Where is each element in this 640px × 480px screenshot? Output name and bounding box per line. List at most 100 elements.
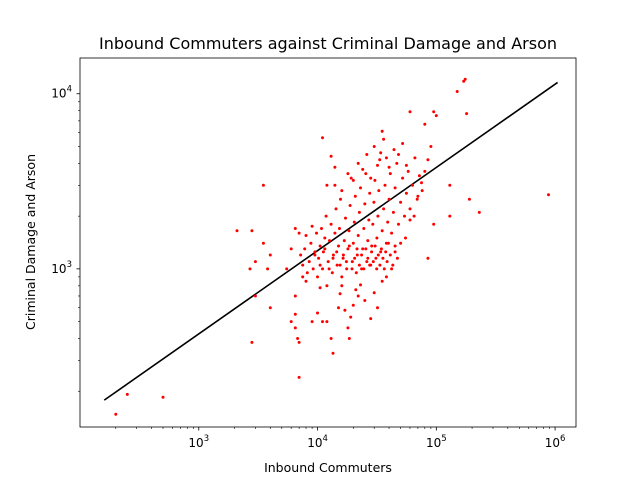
scatter-point: [432, 222, 436, 226]
scatter-point: [360, 267, 364, 271]
scatter-point: [289, 320, 293, 324]
scatter-point: [303, 247, 307, 251]
scatter-point: [399, 241, 403, 245]
scatter-point: [235, 229, 239, 233]
scatter-point: [547, 193, 550, 197]
scatter-point: [361, 247, 365, 251]
scatter-point: [329, 222, 333, 226]
scatter-point: [434, 114, 438, 118]
scatter-point: [356, 161, 360, 165]
scatter-point: [344, 260, 348, 264]
scatter-point: [369, 317, 373, 321]
scatter-point: [404, 191, 408, 195]
y-axis-label: Criminal Damage and Arson: [23, 154, 38, 330]
scatter-point: [423, 122, 427, 126]
scatter-point: [310, 320, 314, 324]
scatter-point: [352, 220, 356, 224]
scatter-point: [313, 250, 317, 254]
scatter-point: [382, 267, 386, 271]
scatter-point: [323, 236, 327, 240]
scatter-point: [340, 275, 344, 279]
scatter-point: [318, 286, 322, 290]
scatter-point: [417, 174, 421, 178]
scatter-point: [380, 129, 384, 133]
scatter-point: [297, 375, 301, 379]
scatter-point: [380, 279, 384, 283]
scatter-point: [403, 214, 406, 218]
scatter-point: [382, 207, 386, 211]
scatter-point: [390, 267, 394, 271]
scatter-point: [365, 260, 369, 264]
scatter-point: [364, 247, 368, 251]
scatter-point: [304, 234, 308, 237]
scatter-point: [370, 244, 374, 248]
scatter-point: [393, 186, 397, 190]
y-tick-label: 104: [51, 85, 72, 101]
scatter-point: [356, 234, 360, 237]
scatter-point: [415, 197, 419, 201]
scatter-point: [385, 260, 389, 264]
scatter-point: [423, 169, 427, 173]
scatter-point: [408, 110, 412, 114]
scatter-point: [311, 267, 315, 271]
scatter-point: [329, 337, 333, 340]
scatter-point: [338, 227, 341, 230]
scatter-point: [347, 337, 351, 340]
scatter-point: [362, 227, 366, 230]
scatter-point: [261, 183, 265, 187]
scatter-point: [404, 163, 408, 167]
scatter-point: [325, 183, 329, 187]
scatter-point: [384, 250, 388, 254]
scatter-point: [344, 216, 347, 220]
scatter-point: [372, 291, 376, 295]
scatter-point: [310, 224, 314, 228]
scatter-point: [363, 299, 367, 302]
scatter-point: [316, 275, 319, 279]
scatter-point: [353, 194, 357, 198]
scatter-point: [351, 178, 355, 182]
y-axis-ticks: 103 104: [51, 85, 80, 392]
scatter-point: [384, 156, 388, 160]
scatter-point: [320, 227, 323, 230]
plot-area: [79, 57, 577, 428]
scatter-point: [401, 142, 405, 145]
scatter-point: [349, 315, 353, 319]
scatter-point: [375, 267, 379, 271]
scatter-point: [316, 311, 319, 315]
scatter-point: [304, 279, 308, 283]
scatter-point: [355, 247, 359, 251]
scatter-point: [326, 260, 330, 264]
scatter-point: [342, 239, 346, 243]
x-tick-label: 104: [307, 434, 328, 450]
scatter-point: [333, 165, 337, 169]
scatter-point: [341, 256, 345, 260]
scatter-point: [114, 412, 118, 416]
scatter-point: [297, 231, 301, 235]
scatter-point: [448, 183, 452, 187]
x-tick-label: 105: [426, 434, 447, 450]
scatter-point: [378, 158, 382, 162]
scatter-point: [357, 263, 361, 267]
scatter-point: [161, 395, 165, 399]
scatter-point: [323, 247, 327, 251]
scatter-point: [266, 267, 270, 271]
scatter-point: [411, 183, 414, 187]
scatter-point: [355, 253, 359, 257]
scatter-point: [377, 189, 381, 193]
scatter-point: [362, 267, 366, 271]
scatter-point: [376, 253, 380, 257]
scatter-point: [261, 241, 265, 245]
chart-title: Inbound Commuters against Criminal Damag…: [99, 34, 557, 53]
scatter-point: [413, 156, 417, 160]
scatter-point: [395, 256, 399, 260]
x-tick-label: 106: [545, 434, 566, 450]
scatter-point: [307, 260, 311, 264]
scatter-point: [350, 260, 354, 264]
scatter-point: [293, 312, 297, 316]
scatter-point: [406, 169, 410, 173]
scatter-point: [379, 247, 383, 251]
scatter-point: [353, 256, 357, 260]
scatter-point: [373, 178, 377, 182]
scatter-point: [357, 210, 361, 214]
